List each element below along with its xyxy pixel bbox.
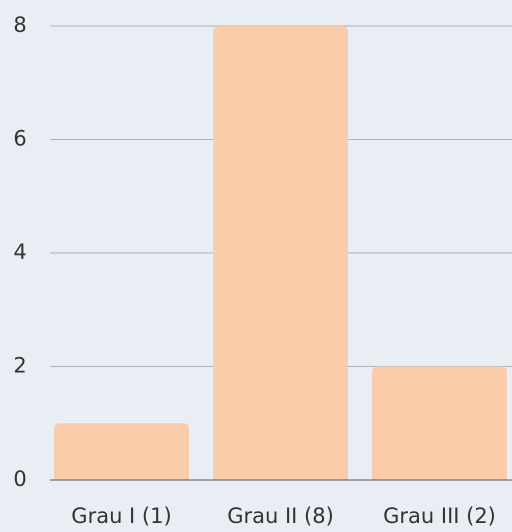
bar	[372, 366, 507, 480]
y-tick-label: 8	[13, 13, 26, 37]
bar	[54, 423, 189, 480]
x-tick-label: Grau II (8)	[227, 504, 334, 528]
y-tick-label: 0	[13, 467, 26, 491]
x-tick-label: Grau I (1)	[71, 504, 171, 528]
bar	[213, 26, 348, 480]
y-tick-label: 2	[13, 354, 26, 378]
y-tick-label: 4	[13, 240, 26, 264]
x-tick-label: Grau III (2)	[383, 504, 496, 528]
y-tick-label: 6	[13, 127, 26, 151]
